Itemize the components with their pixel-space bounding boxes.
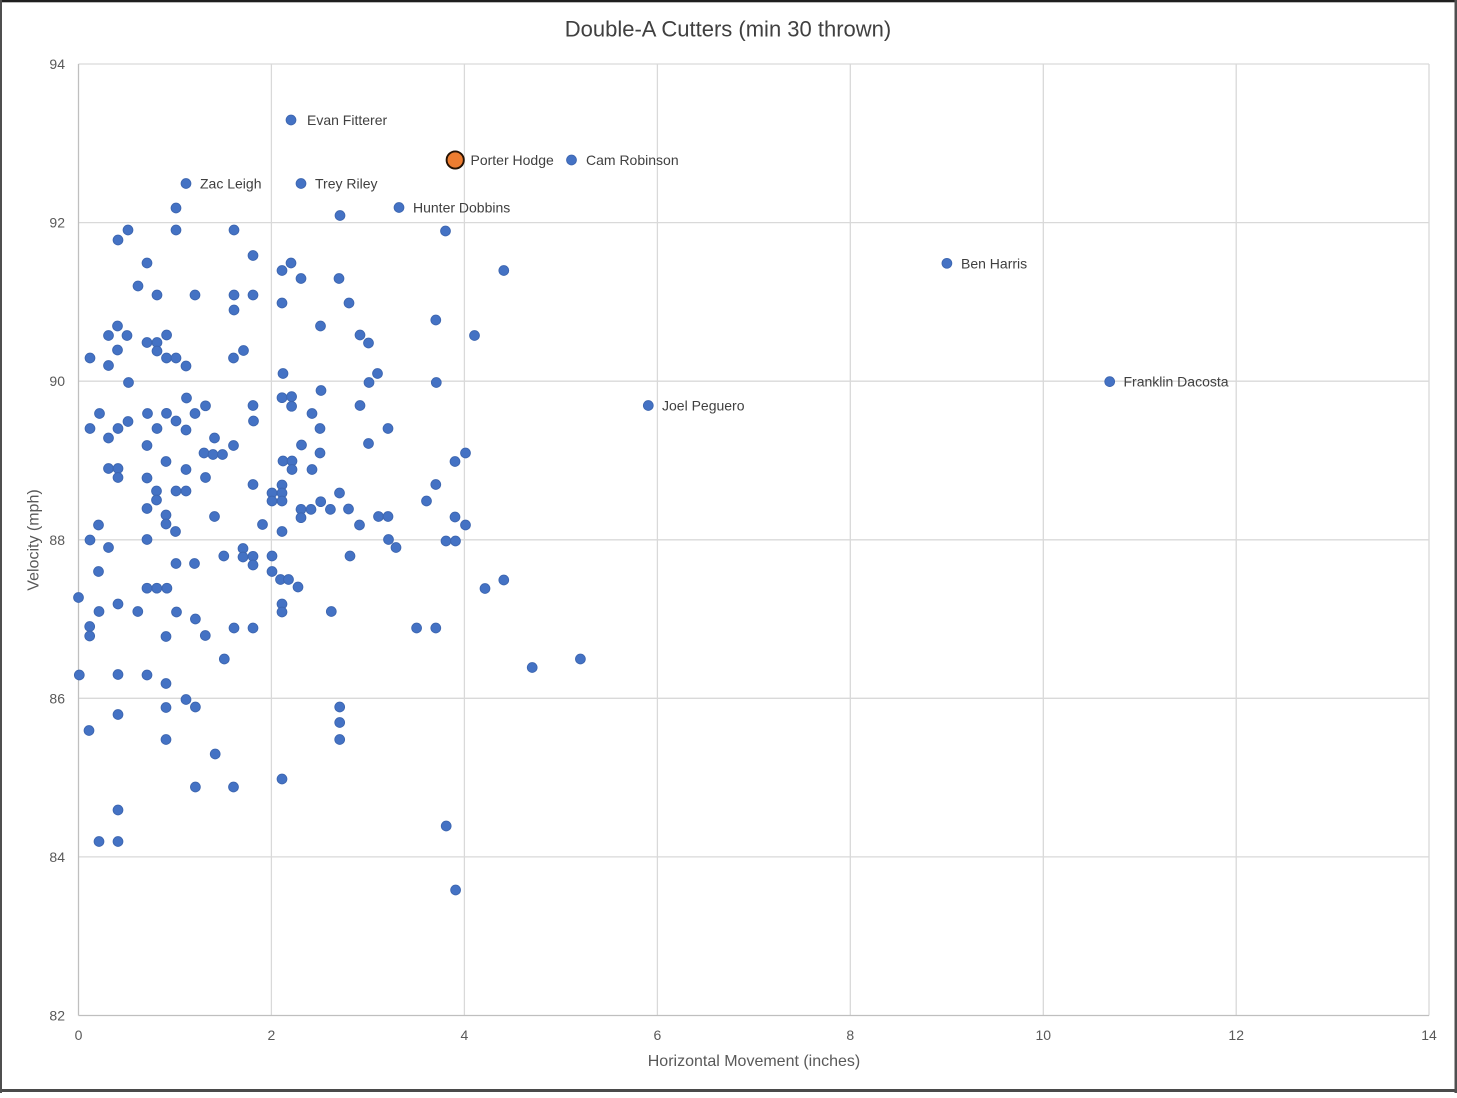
svg-text:Porter Hodge: Porter Hodge (471, 152, 554, 168)
svg-text:84: 84 (49, 849, 65, 865)
svg-text:86: 86 (49, 690, 65, 706)
svg-text:Ben Harris: Ben Harris (961, 255, 1027, 271)
svg-text:12: 12 (1228, 1027, 1244, 1043)
svg-text:Hunter Dobbins: Hunter Dobbins (413, 200, 510, 216)
svg-text:Zac Leigh: Zac Leigh (200, 176, 261, 192)
svg-text:Double-A Cutters (min 30 throw: Double-A Cutters (min 30 thrown) (565, 17, 891, 42)
svg-text:10: 10 (1036, 1027, 1052, 1043)
svg-text:0: 0 (75, 1027, 83, 1043)
svg-text:Evan Fitterer: Evan Fitterer (307, 112, 387, 128)
svg-text:88: 88 (49, 532, 65, 548)
svg-text:Joel Peguero: Joel Peguero (662, 398, 745, 414)
svg-text:2: 2 (268, 1027, 276, 1043)
svg-text:Trey Riley: Trey Riley (315, 176, 378, 192)
svg-text:Horizontal Movement (inches): Horizontal Movement (inches) (648, 1053, 861, 1070)
svg-text:Velocity (mph): Velocity (mph) (26, 489, 43, 590)
svg-text:90: 90 (49, 373, 65, 389)
svg-text:Cam Robinson: Cam Robinson (586, 152, 679, 168)
svg-text:6: 6 (654, 1027, 662, 1043)
svg-text:14: 14 (1421, 1027, 1437, 1043)
svg-text:Franklin Dacosta: Franklin Dacosta (1124, 374, 1229, 390)
svg-text:92: 92 (49, 215, 65, 231)
svg-text:8: 8 (846, 1027, 854, 1043)
svg-text:4: 4 (461, 1027, 469, 1043)
svg-text:82: 82 (49, 1008, 65, 1024)
svg-text:94: 94 (49, 56, 65, 72)
